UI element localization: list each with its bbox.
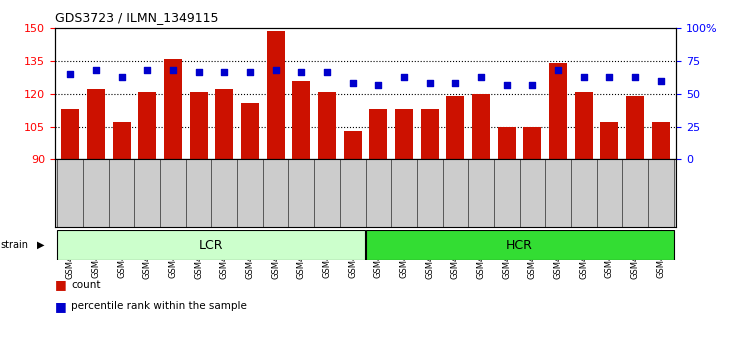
Bar bbox=[523, 126, 542, 354]
Point bbox=[90, 67, 102, 73]
Text: HCR: HCR bbox=[506, 239, 533, 252]
Point bbox=[373, 82, 385, 87]
Point bbox=[115, 74, 127, 80]
Text: percentile rank within the sample: percentile rank within the sample bbox=[71, 301, 247, 311]
Point bbox=[604, 74, 616, 80]
Point bbox=[475, 74, 487, 80]
Point bbox=[501, 82, 512, 87]
Point bbox=[398, 74, 410, 80]
Bar bbox=[318, 92, 336, 354]
Bar bbox=[421, 109, 439, 354]
Text: count: count bbox=[71, 280, 100, 290]
Bar bbox=[292, 81, 310, 354]
Bar bbox=[447, 96, 464, 354]
Text: LCR: LCR bbox=[199, 239, 224, 252]
Bar bbox=[344, 131, 362, 354]
Point bbox=[655, 78, 667, 84]
Point bbox=[244, 69, 256, 74]
Point bbox=[193, 69, 205, 74]
Point bbox=[552, 67, 564, 73]
Point bbox=[141, 67, 153, 73]
Bar bbox=[189, 92, 208, 354]
Point bbox=[424, 80, 436, 86]
Bar bbox=[498, 126, 515, 354]
Point bbox=[167, 67, 179, 73]
Text: ▶: ▶ bbox=[37, 240, 44, 250]
Text: ■: ■ bbox=[55, 279, 67, 291]
Bar bbox=[87, 90, 105, 354]
Bar bbox=[216, 90, 233, 354]
Point bbox=[450, 80, 461, 86]
Text: ■: ■ bbox=[55, 300, 67, 313]
Bar bbox=[138, 92, 156, 354]
Bar bbox=[267, 30, 284, 354]
Point bbox=[321, 69, 333, 74]
Point bbox=[578, 74, 590, 80]
Bar bbox=[366, 230, 673, 260]
Point bbox=[526, 82, 538, 87]
Bar bbox=[164, 59, 182, 354]
Point bbox=[219, 69, 230, 74]
Bar bbox=[626, 96, 644, 354]
Text: strain: strain bbox=[1, 240, 29, 250]
Bar bbox=[549, 63, 567, 354]
Bar bbox=[58, 230, 366, 260]
Bar bbox=[472, 94, 490, 354]
Point bbox=[629, 74, 641, 80]
Bar bbox=[600, 122, 618, 354]
Point bbox=[346, 80, 358, 86]
Bar bbox=[241, 103, 259, 354]
Point bbox=[270, 67, 281, 73]
Point bbox=[295, 69, 307, 74]
Bar bbox=[395, 109, 413, 354]
Bar bbox=[652, 122, 670, 354]
Point bbox=[64, 72, 76, 77]
Bar bbox=[61, 109, 79, 354]
Bar bbox=[575, 92, 593, 354]
Text: GDS3723 / ILMN_1349115: GDS3723 / ILMN_1349115 bbox=[55, 11, 219, 24]
Bar bbox=[113, 122, 131, 354]
Bar bbox=[369, 109, 387, 354]
